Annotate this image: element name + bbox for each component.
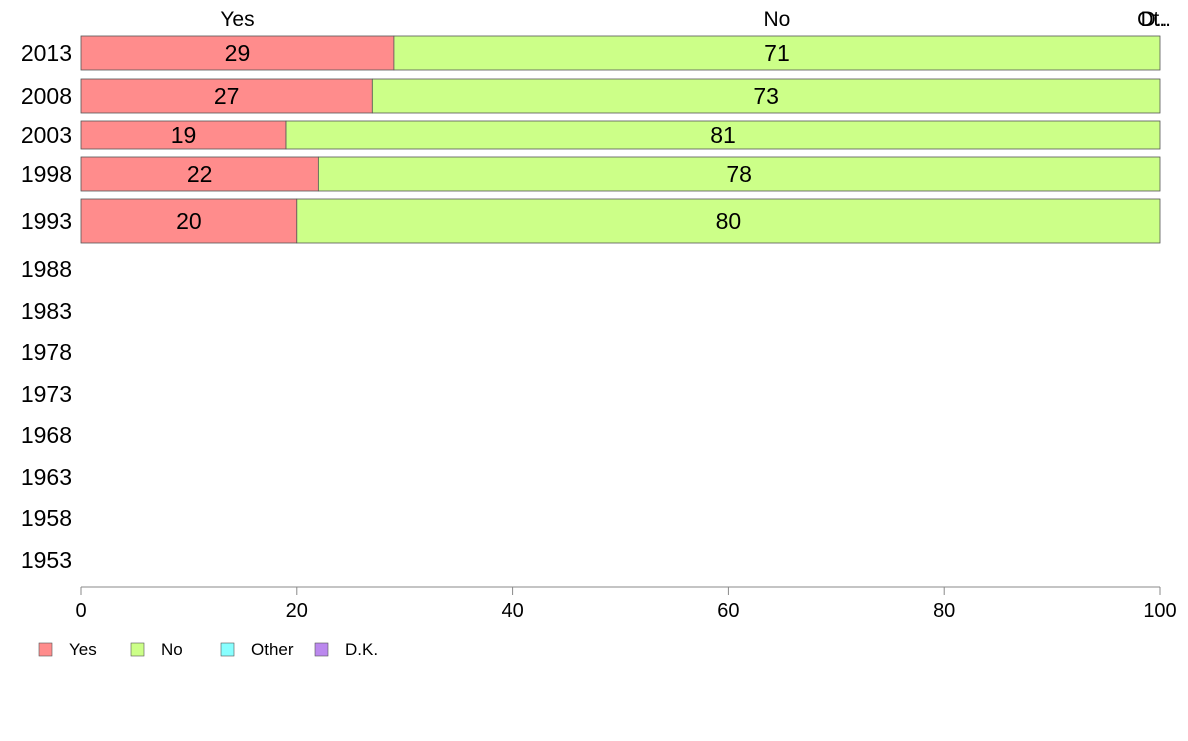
data-label-yes-2003: 19 bbox=[171, 122, 197, 148]
data-label-no-1993: 80 bbox=[716, 208, 742, 234]
data-label-yes-2013: 29 bbox=[225, 40, 251, 66]
legend-label-yes: Yes bbox=[69, 640, 97, 659]
year-axis-labels: 2013 2008 2003 1998 1993 1988 1983 1978 1973 1968… bbox=[21, 40, 72, 573]
year-label-1958: 1958 bbox=[21, 505, 72, 531]
bar-no-2013 bbox=[393, 35, 1161, 71]
x-tick-label-60: 60 bbox=[717, 600, 739, 622]
legend-label-no: No bbox=[161, 640, 183, 659]
data-label-no-1998: 78 bbox=[726, 161, 752, 187]
top-label-no: No bbox=[764, 8, 791, 31]
bar-no-1998 bbox=[317, 156, 1161, 192]
x-tick-label-80: 80 bbox=[933, 600, 955, 622]
year-label-1978: 1978 bbox=[21, 339, 72, 365]
year-label-1983: 1983 bbox=[21, 298, 72, 324]
data-label-no-2003: 81 bbox=[710, 122, 736, 148]
top-label-yes: Yes bbox=[220, 8, 254, 31]
legend-swatch-dk bbox=[314, 642, 329, 657]
x-axis: 0 20 40 60 80 100 bbox=[75, 586, 1177, 622]
legend-swatch-no bbox=[130, 642, 145, 657]
legend-label-dk: D.K. bbox=[345, 640, 378, 659]
top-series-labels: Yes No Ot..D.. bbox=[220, 8, 1171, 31]
x-tick-label-20: 20 bbox=[286, 600, 308, 622]
bar-yes-1993 bbox=[80, 198, 298, 244]
top-label-ot: Ot.. bbox=[1137, 8, 1171, 31]
x-tick-label-40: 40 bbox=[501, 600, 523, 622]
year-label-1998: 1998 bbox=[21, 161, 72, 187]
data-label-yes-1998: 22 bbox=[187, 161, 213, 187]
year-label-1973: 1973 bbox=[21, 381, 72, 407]
data-label-no-2008: 73 bbox=[753, 83, 779, 109]
bars: 29 71 27 73 19 81 22 78 20 80 bbox=[80, 35, 1161, 244]
legend-swatch-other bbox=[220, 642, 235, 657]
year-label-2003: 2003 bbox=[21, 122, 72, 148]
legend-swatch-yes bbox=[38, 642, 53, 657]
x-tick-label-100: 100 bbox=[1143, 600, 1176, 622]
data-label-yes-1993: 20 bbox=[176, 208, 202, 234]
legend: Yes No Other D.K. bbox=[38, 640, 378, 659]
bar-no-2003 bbox=[285, 120, 1161, 150]
year-label-2013: 2013 bbox=[21, 40, 72, 66]
bar-yes-1998 bbox=[80, 156, 319, 192]
x-tick-label-0: 0 bbox=[75, 600, 86, 622]
year-label-1988: 1988 bbox=[21, 256, 72, 282]
year-label-1968: 1968 bbox=[21, 422, 72, 448]
bar-no-2008 bbox=[371, 78, 1161, 114]
data-label-yes-2008: 27 bbox=[214, 83, 240, 109]
bar-no-1993 bbox=[296, 198, 1161, 244]
data-label-no-2013: 71 bbox=[764, 40, 790, 66]
year-label-1953: 1953 bbox=[21, 547, 72, 573]
year-label-1963: 1963 bbox=[21, 464, 72, 490]
legend-label-other: Other bbox=[251, 640, 294, 659]
bar-yes-2003 bbox=[80, 120, 287, 150]
year-label-2008: 2008 bbox=[21, 83, 72, 109]
top-label-d: D.. bbox=[1141, 8, 1168, 31]
year-label-1993: 1993 bbox=[21, 208, 72, 234]
